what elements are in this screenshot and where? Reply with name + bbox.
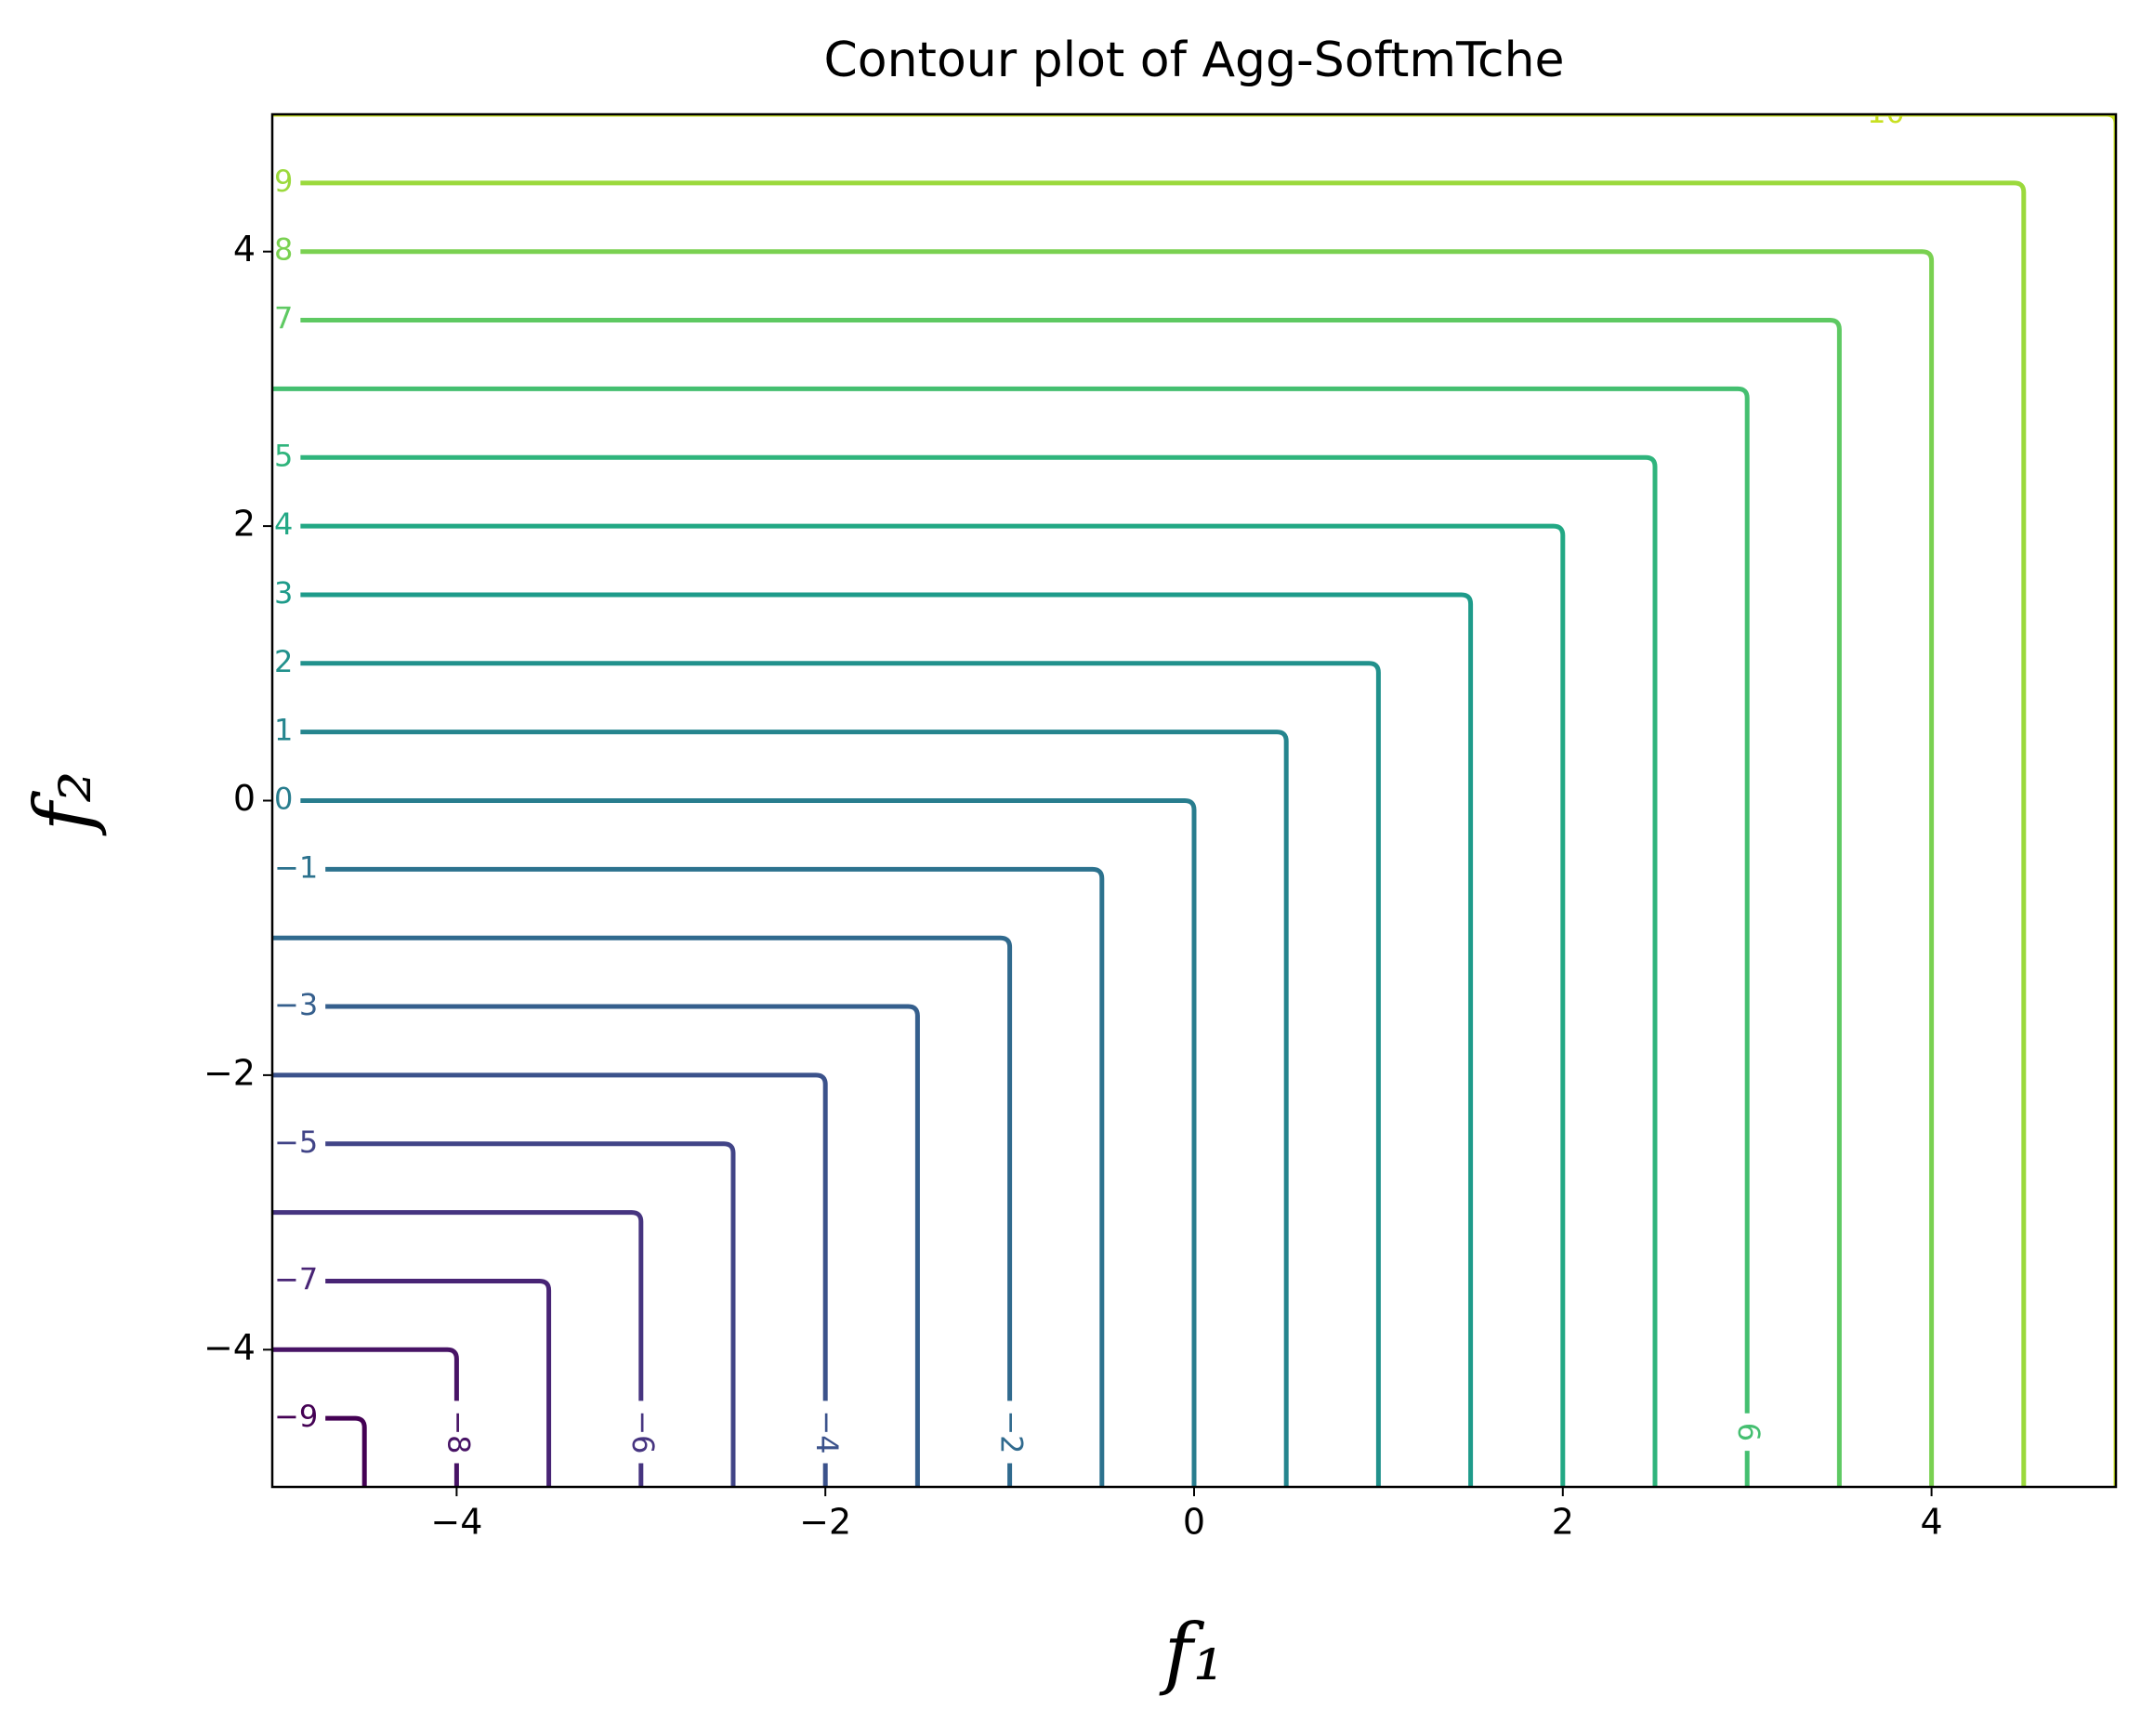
contour-label: −9 <box>274 1399 318 1434</box>
contour-line <box>300 523 1566 1487</box>
x-tick-label: 2 <box>1552 1502 1574 1543</box>
contour-line <box>325 1415 367 1487</box>
contour-label: −7 <box>274 1261 318 1296</box>
contour-label: 4 <box>274 506 293 542</box>
contour-label: 6 <box>1731 1423 1767 1441</box>
contour-line <box>325 1004 920 1487</box>
contour-line <box>300 454 1658 1487</box>
contour-line <box>325 1141 736 1487</box>
chart-title: Contour plot of Agg-SoftmTche <box>823 33 1564 88</box>
contour-label: 7 <box>274 301 293 336</box>
contour-line <box>325 866 1105 1487</box>
y-axis-label: f₂ <box>18 771 109 837</box>
contour-label: 8 <box>274 232 293 268</box>
contour-line <box>272 1210 644 1487</box>
contour-label: 1 <box>274 713 293 748</box>
contour-line <box>300 592 1474 1487</box>
contour-label: −4 <box>809 1410 845 1453</box>
contour-label: −2 <box>994 1410 1030 1453</box>
contour-line <box>300 661 1381 1487</box>
x-tick-label: 4 <box>1921 1502 1943 1543</box>
contour-line <box>272 1072 828 1487</box>
contour-label: 9 <box>274 164 293 199</box>
contour-label: 5 <box>274 438 293 473</box>
contour-line <box>300 249 1935 1487</box>
y-tick-label: −4 <box>204 1327 256 1368</box>
contour-label: 10 <box>1867 95 1905 130</box>
contour-label: −1 <box>274 849 318 885</box>
contour-line <box>325 1278 552 1487</box>
contour-line <box>300 730 1289 1487</box>
plot-area: −9 −8 −7 −6 −5 −4 −3 −2 −1 0 1 2 3 4 5 6 7 8 9 10 <box>272 95 2116 1487</box>
contour-line <box>300 798 1197 1487</box>
contour-label: −3 <box>274 987 318 1022</box>
contour-line <box>272 935 1013 1487</box>
contour-line <box>300 180 2027 1487</box>
y-tick-label: 0 <box>233 778 256 819</box>
contour-label: −6 <box>625 1410 661 1453</box>
y-tick-label: 2 <box>233 504 256 545</box>
contour-label: 3 <box>274 575 293 611</box>
contour-label: 2 <box>274 644 293 679</box>
contour-label: 0 <box>274 782 293 817</box>
contour-line <box>272 1347 459 1487</box>
x-tick-label: 0 <box>1183 1502 1205 1543</box>
contour-label: −8 <box>440 1410 476 1453</box>
y-tick-label: −2 <box>204 1052 256 1093</box>
x-tick-label: −2 <box>799 1502 851 1543</box>
x-axis-label: f₁ <box>1159 1607 1225 1698</box>
contour-line <box>300 318 1842 1487</box>
contour-line <box>272 386 1750 1487</box>
y-tick-label: 4 <box>233 229 256 270</box>
contour-label: −5 <box>274 1124 318 1160</box>
x-tick-label: −4 <box>430 1502 482 1543</box>
